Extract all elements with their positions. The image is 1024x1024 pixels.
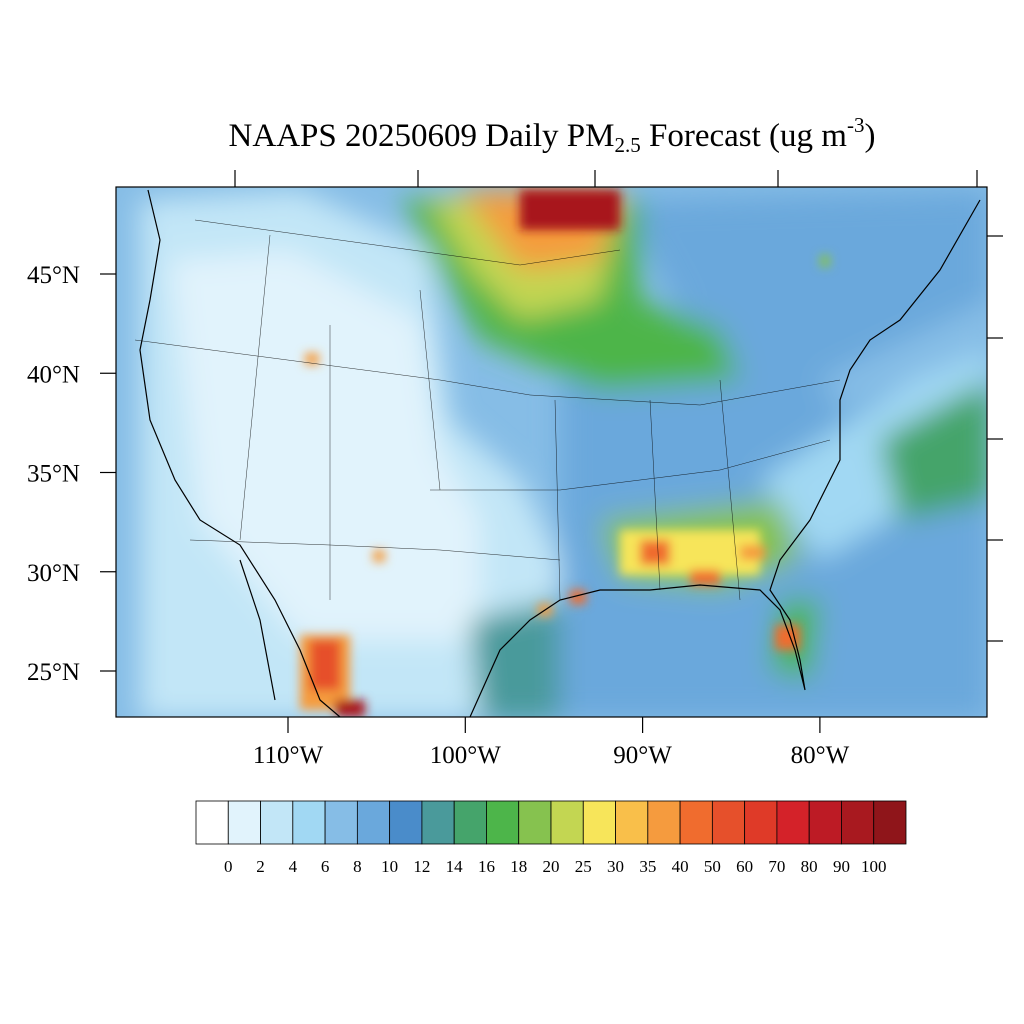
colorbar-box: [873, 800, 907, 845]
colorbar-label: 4: [289, 857, 298, 876]
colorbar-box: [615, 800, 649, 845]
colorbar-box: [356, 800, 391, 845]
colorbar-label: 2: [256, 857, 265, 876]
lon-tick-label: 90°W: [613, 742, 672, 769]
colorbar-box: [647, 800, 681, 845]
colorbar-label: 30: [607, 857, 624, 876]
colorbar-label: 18: [510, 857, 527, 876]
colorbar-box: [227, 800, 261, 845]
colorbar-box: [518, 800, 552, 845]
colorbar-label: 40: [672, 857, 689, 876]
colorbar-label: 16: [478, 857, 495, 876]
colorbar-box: [292, 800, 326, 845]
colorbar-box: [808, 800, 842, 845]
colorbar-label: 80: [801, 857, 818, 876]
colorbar-label: 25: [575, 857, 592, 876]
title: NAAPS 20250609 Daily PM2.5 Forecast (ug …: [229, 113, 876, 157]
map-frame: [115, 186, 988, 718]
title-middle: Forecast (ug m: [641, 118, 848, 154]
lon-tick-label: 110°W: [253, 742, 324, 769]
colorbar-box: [260, 800, 294, 845]
lat-tick-label: 25°N: [27, 659, 80, 686]
colorbar-box: [744, 800, 778, 845]
colorbar-box: [486, 800, 520, 845]
colorbar-label: 90: [833, 857, 850, 876]
colorbar-label: 0: [224, 857, 233, 876]
axes: 45°N 40°N 35°N 30°N 25°N 110°W 100°W 90°W 80°W: [27, 262, 850, 769]
colorbar-box: [453, 800, 487, 845]
lat-tick-label: 45°N: [27, 262, 80, 289]
colorbar-box: [776, 800, 810, 845]
colorbar-label: 35: [639, 857, 656, 876]
colorbar-label: 100: [861, 857, 887, 876]
colorbar-box: [841, 800, 875, 845]
frame-ticks: [234, 170, 1003, 642]
colorbar-box: [195, 800, 229, 845]
colorbar-label: 8: [353, 857, 362, 876]
lon-tick-label: 80°W: [791, 742, 850, 769]
lon-tick-label: 100°W: [430, 742, 501, 769]
colorbar-box: [582, 800, 616, 845]
colorbar-box: [679, 800, 713, 845]
pm25-field: [116, 187, 987, 717]
colorbar-box: [324, 800, 358, 845]
colorbar-box: [389, 800, 423, 845]
colorbar-box: [550, 800, 584, 845]
lat-tick-label: 30°N: [27, 560, 80, 587]
title-subscript: 2.5: [615, 133, 641, 157]
colorbar-label: 14: [446, 857, 464, 876]
colorbar-label: 6: [321, 857, 330, 876]
colorbar-label: 20: [543, 857, 560, 876]
colorbar: 0 2 4 6 8 10 12 14 16 18 20 25 30 35 40 50 60 70 80 90 100: [195, 800, 907, 876]
colorbar-label: 60: [736, 857, 753, 876]
lat-tick-label: 35°N: [27, 461, 80, 488]
colorbar-box: [421, 800, 455, 845]
title-main: NAAPS 20250609 Daily PM: [229, 118, 615, 154]
colorbar-box: [711, 800, 746, 845]
colorbar-label: 50: [704, 857, 721, 876]
title-end: ): [864, 118, 875, 154]
colorbar-label: 12: [413, 857, 430, 876]
lat-tick-label: 40°N: [27, 361, 80, 388]
colorbar-label: 10: [381, 857, 398, 876]
colorbar-label: 70: [768, 857, 785, 876]
title-superscript: -3: [847, 113, 865, 137]
